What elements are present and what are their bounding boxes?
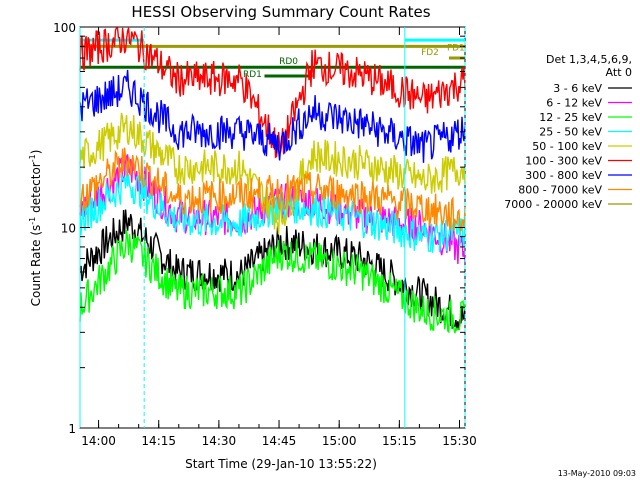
y-axis-label-main: Count Rate (s [29, 225, 43, 307]
annotations: FD1 FD2 RD0 RD1 [243, 43, 465, 80]
legend-label-8: 7000 - 20000 keV [504, 198, 602, 211]
x-tick-label-4: 15:00 [322, 434, 357, 448]
timestamp: 13-May-2010 09:03 [558, 469, 636, 478]
x-axis-label: Start Time (29-Jan-10 13:55:22) [185, 457, 377, 471]
x-tick-label-0: 14:00 [81, 434, 116, 448]
legend-label-5: 100 - 300 keV [525, 155, 602, 168]
legend-header-line2: Att 0 [606, 66, 632, 79]
series-line-7 [79, 147, 466, 232]
chart-title: HESSI Observing Summary Count Rates [131, 3, 430, 21]
annotation-fd1: FD1 [447, 43, 465, 53]
y-axis-label-sup2: -1 [28, 154, 37, 162]
legend-label-6: 300 - 800 keV [525, 169, 602, 182]
legend-header-line1: Det 1,3,4,5,6,9, [546, 53, 632, 66]
y-tick-label-2: 100 [53, 21, 76, 35]
annotation-rd0: RD0 [279, 57, 298, 67]
x-tick-label-6: 15:30 [442, 434, 477, 448]
y-axis-label: Count Rate (s-1 detector-1) [28, 150, 43, 307]
axes: 14:00 14:15 14:30 14:45 15:00 15:15 15:30 1 10 10… [53, 21, 477, 448]
legend-label-2: 12 - 25 keV [539, 111, 602, 124]
x-tick-label-1: 14:15 [141, 434, 176, 448]
legend-label-3: 25 - 50 keV [539, 126, 602, 139]
y-tick-label-1: 10 [61, 222, 76, 236]
x-tick-label-5: 15:15 [382, 434, 417, 448]
series-line-0 [79, 209, 466, 331]
series-line-4 [79, 112, 466, 235]
x-tick-label-2: 14:30 [202, 434, 237, 448]
annotation-rd1: RD1 [243, 70, 262, 80]
legend: Det 1,3,4,5,6,9, Att 0 3 - 6 keV 6 - 12 k… [504, 53, 632, 211]
annotation-fd2: FD2 [421, 48, 439, 58]
x-tick-label-3: 14:45 [262, 434, 297, 448]
legend-label-4: 50 - 100 keV [532, 140, 602, 153]
series-group [79, 27, 466, 334]
legend-label-0: 3 - 6 keV [553, 82, 602, 95]
legend-label-7: 800 - 7000 keV [518, 184, 602, 197]
y-axis-label-end: ) [29, 150, 43, 155]
y-axis-label-sup1: -1 [28, 217, 37, 225]
legend-label-1: 6 - 12 keV [546, 97, 602, 110]
y-axis-label-mid: detector [29, 162, 43, 217]
y-tick-label-0: 1 [68, 422, 76, 436]
